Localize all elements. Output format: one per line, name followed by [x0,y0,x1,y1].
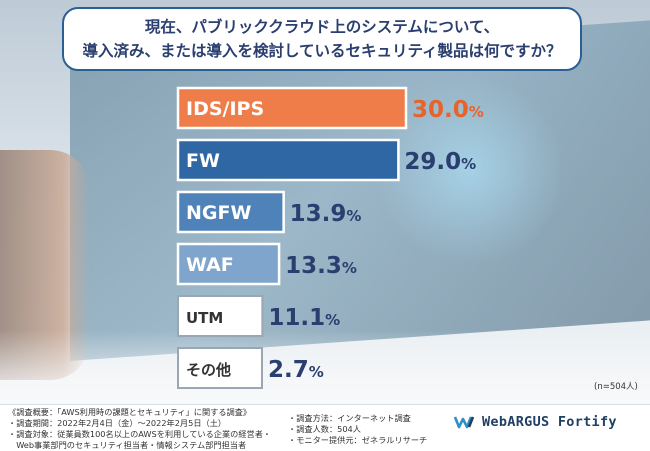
brand-logo: WebARGUS Fortify [454,414,617,430]
category-label: FW [186,150,220,172]
bar [177,347,263,389]
value-label: 2.7% [268,357,324,383]
sample-size-note: (n=504人) [594,382,638,392]
value-label: 11.1% [268,305,340,331]
survey-note-line: ・調査人数：504人 [288,424,361,434]
survey-notes-left: 《調査概要：「AWS利用時の課題とセキュリティ」に関する調査》 ・調査期間：20… [8,407,271,451]
padlock-glow [380,70,560,270]
category-label: NGFW [186,202,251,224]
bar [177,295,264,337]
survey-note-line: 《調査概要：「AWS利用時の課題とセキュリティ」に関する調査》 [8,407,252,417]
question-title: 現在、パブリッククラウド上のシステムについて、 導入済み、または導入を検討してい… [62,7,582,71]
footer-panel [0,404,650,451]
survey-note-line: Web事業部門のセキュリティ担当者・情報システム部門担当者 [8,440,247,450]
survey-note-line: ・モニター提供元：ゼネラルリサーチ [288,435,428,445]
survey-notes-right: ・調査方法：インターネット調査 ・調査人数：504人 ・モニター提供元：ゼネラル… [288,413,427,446]
bar [176,86,408,130]
value-label: 13.3% [285,253,357,279]
category-label: IDS/IPS [186,98,264,120]
bar [176,138,400,182]
bar [176,190,285,234]
value-label: 13.9% [290,201,362,227]
logo-text: WebARGUS Fortify [482,414,617,430]
survey-note-line: ・調査方法：インターネット調査 [288,413,411,423]
value-label: 30.0% [412,97,484,123]
category-label: WAF [186,254,234,276]
category-label: その他 [186,361,231,379]
bar [176,242,281,286]
value-label: 29.0% [404,149,476,175]
survey-note-line: ・調査期間：2022年2月4日（金）～2022年2月5日（土） [8,418,227,428]
category-label: UTM [186,309,223,327]
wave-logo-icon [454,416,475,429]
title-line-2: 導入済み、または導入を検討しているセキュリティ製品は何ですか？ [82,42,562,60]
title-line-1: 現在、パブリッククラウド上のシステムについて、 [144,18,500,36]
survey-note-line: ・調査対象：従業員数100名以上のAWSを利用している企業の経営者・ [8,429,272,439]
